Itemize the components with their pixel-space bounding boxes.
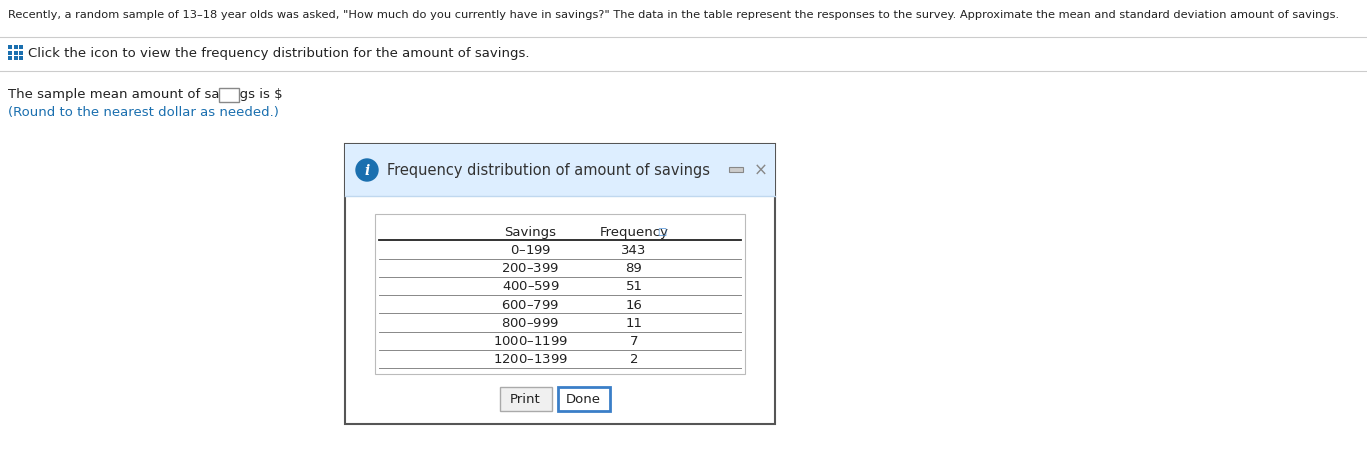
Text: $600–$799: $600–$799 bbox=[502, 298, 559, 311]
Bar bbox=[8, 51, 12, 56]
Text: 343: 343 bbox=[622, 243, 647, 256]
Text: $200–$399: $200–$399 bbox=[502, 262, 559, 274]
FancyBboxPatch shape bbox=[558, 387, 610, 411]
FancyBboxPatch shape bbox=[219, 89, 239, 103]
Text: Frequency: Frequency bbox=[600, 225, 668, 238]
Text: 7: 7 bbox=[630, 335, 638, 347]
Circle shape bbox=[355, 160, 379, 182]
Bar bbox=[344, 145, 775, 196]
FancyBboxPatch shape bbox=[499, 387, 552, 411]
Bar bbox=[19, 57, 23, 61]
Text: $1200–$1399: $1200–$1399 bbox=[493, 353, 567, 365]
Text: 16: 16 bbox=[626, 298, 642, 311]
Text: 11: 11 bbox=[626, 316, 642, 329]
Text: Print: Print bbox=[510, 392, 541, 406]
Bar bbox=[19, 51, 23, 56]
Bar bbox=[14, 46, 18, 50]
Text: □: □ bbox=[658, 227, 667, 236]
Text: $1000–$1199: $1000–$1199 bbox=[493, 335, 567, 347]
Text: $800–$999: $800–$999 bbox=[502, 316, 559, 329]
Text: ×: × bbox=[755, 162, 768, 179]
Bar bbox=[8, 57, 12, 61]
Bar bbox=[8, 46, 12, 50]
Text: The sample mean amount of savings is $: The sample mean amount of savings is $ bbox=[8, 88, 283, 101]
Bar bbox=[19, 46, 23, 50]
Text: Recently, a random sample of 13–18 year olds was asked, "How much do you current: Recently, a random sample of 13–18 year … bbox=[8, 10, 1340, 20]
Text: 2: 2 bbox=[630, 353, 638, 365]
Text: 89: 89 bbox=[626, 262, 642, 274]
Bar bbox=[14, 51, 18, 56]
Text: .: . bbox=[241, 88, 245, 101]
Bar bbox=[729, 168, 744, 173]
Bar bbox=[375, 214, 745, 374]
Text: Click the icon to view the frequency distribution for the amount of savings.: Click the icon to view the frequency dis… bbox=[29, 46, 530, 59]
Text: $0–$199: $0–$199 bbox=[510, 243, 551, 256]
Text: $400–$599: $400–$599 bbox=[502, 280, 559, 293]
Bar bbox=[14, 57, 18, 61]
Bar bbox=[344, 145, 775, 424]
Text: Savings: Savings bbox=[504, 225, 556, 238]
Text: 51: 51 bbox=[626, 280, 642, 293]
Text: Done: Done bbox=[566, 392, 601, 406]
Text: i: i bbox=[365, 164, 369, 178]
Text: (Round to the nearest dollar as needed.): (Round to the nearest dollar as needed.) bbox=[8, 106, 279, 119]
Text: Frequency distribution of amount of savings: Frequency distribution of amount of savi… bbox=[387, 163, 709, 178]
